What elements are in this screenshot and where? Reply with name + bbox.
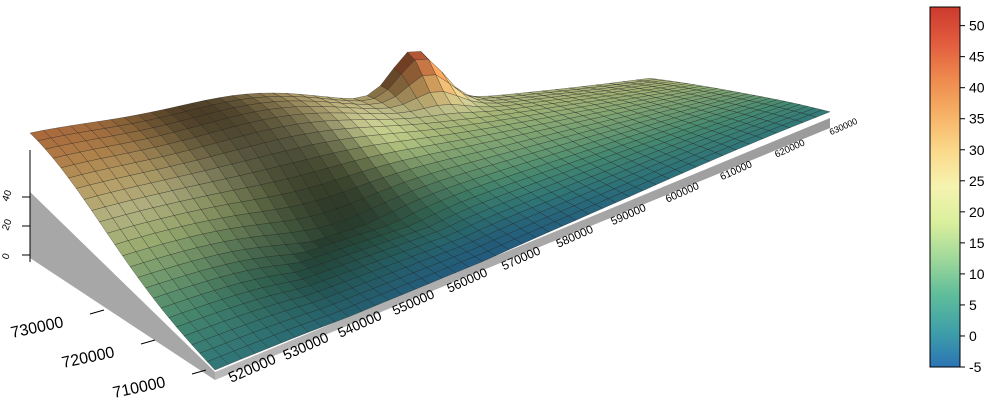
colorbar-tick-label: 0 xyxy=(969,328,977,344)
y-tick-label: 730000 xyxy=(9,314,65,342)
colorbar-tick-label: 20 xyxy=(969,204,985,220)
front-wall xyxy=(215,118,830,380)
x-tick-label: 630000 xyxy=(828,116,859,137)
z-tick-label: 20 xyxy=(0,217,14,232)
y-tick-mark xyxy=(89,309,105,315)
colorbar-fill xyxy=(929,6,961,368)
colorbar: -5 0 5 10 15 20 25 30 35 40 45 50 xyxy=(929,6,985,375)
colorbar-tick-label: 40 xyxy=(969,80,985,96)
z-tick-label: 40 xyxy=(0,188,14,203)
colorbar-ticks: -5 0 5 10 15 20 25 30 35 40 45 50 xyxy=(960,18,985,375)
y-tick-label: 710000 xyxy=(111,374,167,402)
y-tick-label: 720000 xyxy=(60,344,116,372)
y-tick-mark xyxy=(140,339,156,345)
surface-walls xyxy=(30,118,830,380)
z-tick-label: 0 xyxy=(0,252,12,261)
colorbar-tick-label: -5 xyxy=(969,359,982,375)
colorbar-tick-label: 45 xyxy=(969,49,985,65)
colorbar-tick-label: 15 xyxy=(969,235,985,251)
colorbar-tick-label: 50 xyxy=(969,18,985,34)
y-tick-mark xyxy=(191,369,207,375)
colorbar-tick-label: 5 xyxy=(969,297,977,313)
left-wall-lower xyxy=(30,192,215,380)
surface-mesh xyxy=(29,51,831,371)
colorbar-tick-label: 25 xyxy=(969,173,985,189)
z-axis: 0 20 40 xyxy=(0,150,31,262)
colorbar-tick-label: 35 xyxy=(969,111,985,127)
colorbar-tick-label: 30 xyxy=(969,142,985,158)
surface-cell xyxy=(808,109,831,118)
colorbar-tick-label: 10 xyxy=(969,266,985,282)
